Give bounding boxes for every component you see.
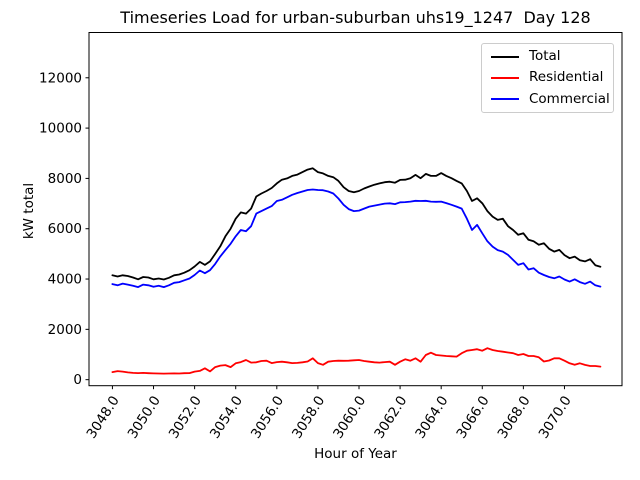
x-tick-label: 3058.0 — [289, 393, 328, 441]
x-tick-label: 3060.0 — [330, 393, 369, 441]
legend-item-total: Total — [482, 46, 613, 67]
legend-label-commercial: Commercial — [529, 90, 610, 107]
x-tick-label: 3054.0 — [207, 393, 246, 441]
x-tick-label: 3056.0 — [248, 393, 287, 441]
y-tick-label: 4000 — [48, 272, 82, 288]
x-tick-label: 3052.0 — [166, 393, 205, 441]
series-line-residential — [111, 347, 602, 375]
total-line-icon — [491, 55, 519, 58]
x-tick-label: 3068.0 — [495, 393, 534, 441]
legend-item-commercial: Commercial — [482, 89, 613, 110]
x-axis-label: Hour of Year — [314, 446, 397, 462]
x-tick-label: 3062.0 — [371, 393, 410, 441]
y-tick-label: 0 — [73, 372, 82, 388]
legend-label-total: Total — [529, 48, 561, 64]
y-tick-label: 8000 — [48, 171, 82, 187]
residential-line-icon — [491, 77, 519, 79]
series-line-commercial — [111, 188, 602, 289]
y-tick-label: 2000 — [48, 322, 82, 338]
x-tick-label: 3048.0 — [84, 393, 123, 441]
x-tick-label: 3050.0 — [125, 393, 164, 441]
legend-label-residential: Residential — [529, 69, 604, 86]
x-tick-label: 3070.0 — [536, 393, 575, 441]
chart-title: Timeseries Load for urban-suburban uhs19… — [120, 8, 591, 27]
y-axis-label: kW total — [21, 182, 37, 240]
x-tick-label: 3066.0 — [453, 393, 492, 441]
x-tick-label: 3064.0 — [412, 393, 451, 441]
axes-frame — [88, 32, 623, 387]
legend: Total Residential Commercial — [481, 43, 614, 113]
legend-item-residential: Residential — [482, 68, 613, 89]
y-tick-label: 12000 — [39, 70, 82, 86]
commercial-line-icon — [491, 98, 519, 101]
y-tick-label: 6000 — [48, 221, 82, 237]
series-line-total — [111, 167, 602, 281]
y-tick-label: 10000 — [39, 121, 82, 137]
